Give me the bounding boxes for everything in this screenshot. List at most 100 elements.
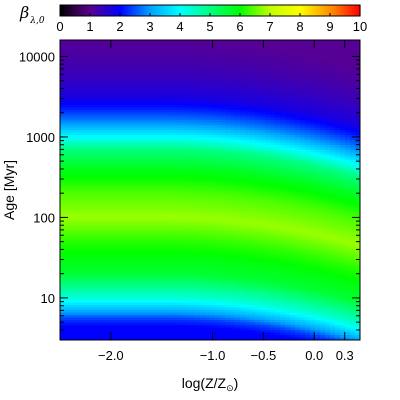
heatmap-cell xyxy=(105,195,111,198)
heatmap-cell xyxy=(210,130,216,133)
heatmap-cell xyxy=(295,185,301,188)
heatmap-cell xyxy=(220,130,226,133)
heatmap-cell xyxy=(200,82,206,86)
heatmap-cell xyxy=(280,67,286,71)
heatmap-cell xyxy=(170,225,176,228)
heatmap-cell xyxy=(325,120,331,123)
heatmap-cell xyxy=(310,47,316,51)
heatmap-cell xyxy=(200,105,206,108)
heatmap-cell xyxy=(115,150,121,153)
heatmap-cell xyxy=(150,152,156,156)
heatmap-cell xyxy=(140,185,146,188)
heatmap-cell xyxy=(355,90,361,93)
heatmap-cell xyxy=(340,187,346,191)
heatmap-cell xyxy=(175,57,181,61)
heatmap-cell xyxy=(315,67,321,71)
heatmap-cell xyxy=(250,222,256,226)
heatmap-cell xyxy=(355,237,361,241)
heatmap-cell xyxy=(70,60,76,63)
heatmap-cell xyxy=(115,152,121,156)
heatmap-cell xyxy=(190,222,196,226)
heatmap-cell xyxy=(70,160,76,163)
heatmap-cell xyxy=(145,132,151,136)
heatmap-cell xyxy=(165,107,171,111)
heatmap-cell xyxy=(285,75,291,78)
heatmap-cell xyxy=(80,47,86,51)
heatmap-cell xyxy=(330,160,336,163)
heatmap-cell xyxy=(125,112,131,116)
heatmap-cell xyxy=(185,185,191,188)
heatmap-cell xyxy=(300,47,306,51)
heatmap-cell xyxy=(60,180,66,183)
heatmap-cell xyxy=(245,145,251,148)
heatmap-cell xyxy=(240,142,246,146)
heatmap-cell xyxy=(80,85,86,88)
heatmap-cell xyxy=(315,172,321,176)
heatmap-cell xyxy=(240,140,246,143)
heatmap-cell xyxy=(100,110,106,113)
heatmap-cell xyxy=(255,212,261,216)
heatmap-cell xyxy=(105,237,111,241)
heatmap-cell xyxy=(80,222,86,226)
heatmap-cell xyxy=(350,192,356,196)
heatmap-cell xyxy=(205,190,211,193)
heatmap-cell xyxy=(290,97,296,101)
heatmap-cell xyxy=(245,102,251,106)
heatmap-cell xyxy=(95,127,101,131)
heatmap-cell xyxy=(290,130,296,133)
heatmap-cell xyxy=(150,135,156,138)
heatmap-cell xyxy=(200,147,206,151)
heatmap-cell xyxy=(80,170,86,173)
heatmap-cell xyxy=(260,95,266,98)
heatmap-cell xyxy=(65,110,71,113)
heatmap-cell xyxy=(345,202,351,206)
heatmap-cell xyxy=(150,65,156,68)
heatmap-cell xyxy=(90,100,96,103)
heatmap-cell xyxy=(280,185,286,188)
heatmap-cell xyxy=(225,57,231,61)
colorbar-cell xyxy=(142,5,145,16)
heatmap-cell xyxy=(150,130,156,133)
heatmap-cell xyxy=(250,105,256,108)
heatmap-cell xyxy=(250,195,256,198)
heatmap-cell xyxy=(290,125,296,128)
heatmap-cell xyxy=(245,50,251,53)
heatmap-cell xyxy=(280,110,286,113)
heatmap-cell xyxy=(235,127,241,131)
heatmap-cell xyxy=(75,207,81,211)
heatmap-cell xyxy=(210,187,216,191)
heatmap-cell xyxy=(320,120,326,123)
heatmap-cell xyxy=(320,95,326,98)
colorbar-cell xyxy=(104,5,107,16)
heatmap-cell xyxy=(175,145,181,148)
heatmap-cell xyxy=(205,47,211,51)
heatmap-cell xyxy=(240,67,246,71)
heatmap-cell xyxy=(60,210,66,213)
heatmap-cell xyxy=(115,82,121,86)
heatmap-cell xyxy=(130,212,136,216)
heatmap-cell xyxy=(305,57,311,61)
heatmap-cell xyxy=(345,237,351,241)
heatmap-cell xyxy=(205,115,211,118)
heatmap-cell xyxy=(200,220,206,223)
heatmap-cell xyxy=(345,102,351,106)
heatmap-cell xyxy=(130,162,136,166)
heatmap-cell xyxy=(305,147,311,151)
heatmap-cell xyxy=(235,160,241,163)
heatmap-cell xyxy=(160,92,166,96)
heatmap-cell xyxy=(335,220,341,223)
heatmap-cell xyxy=(145,72,151,76)
heatmap-cell xyxy=(120,107,126,111)
heatmap-cell xyxy=(285,55,291,58)
heatmap-cell xyxy=(295,210,301,213)
heatmap-cell xyxy=(215,72,221,76)
heatmap-cell xyxy=(310,235,316,238)
heatmap-cell xyxy=(305,70,311,73)
heatmap-cell xyxy=(200,60,206,63)
heatmap-cell xyxy=(165,187,171,191)
heatmap-cell xyxy=(250,137,256,141)
heatmap-cell xyxy=(185,187,191,191)
heatmap-cell xyxy=(65,210,71,213)
heatmap-cell xyxy=(85,235,91,238)
heatmap-cell xyxy=(160,125,166,128)
